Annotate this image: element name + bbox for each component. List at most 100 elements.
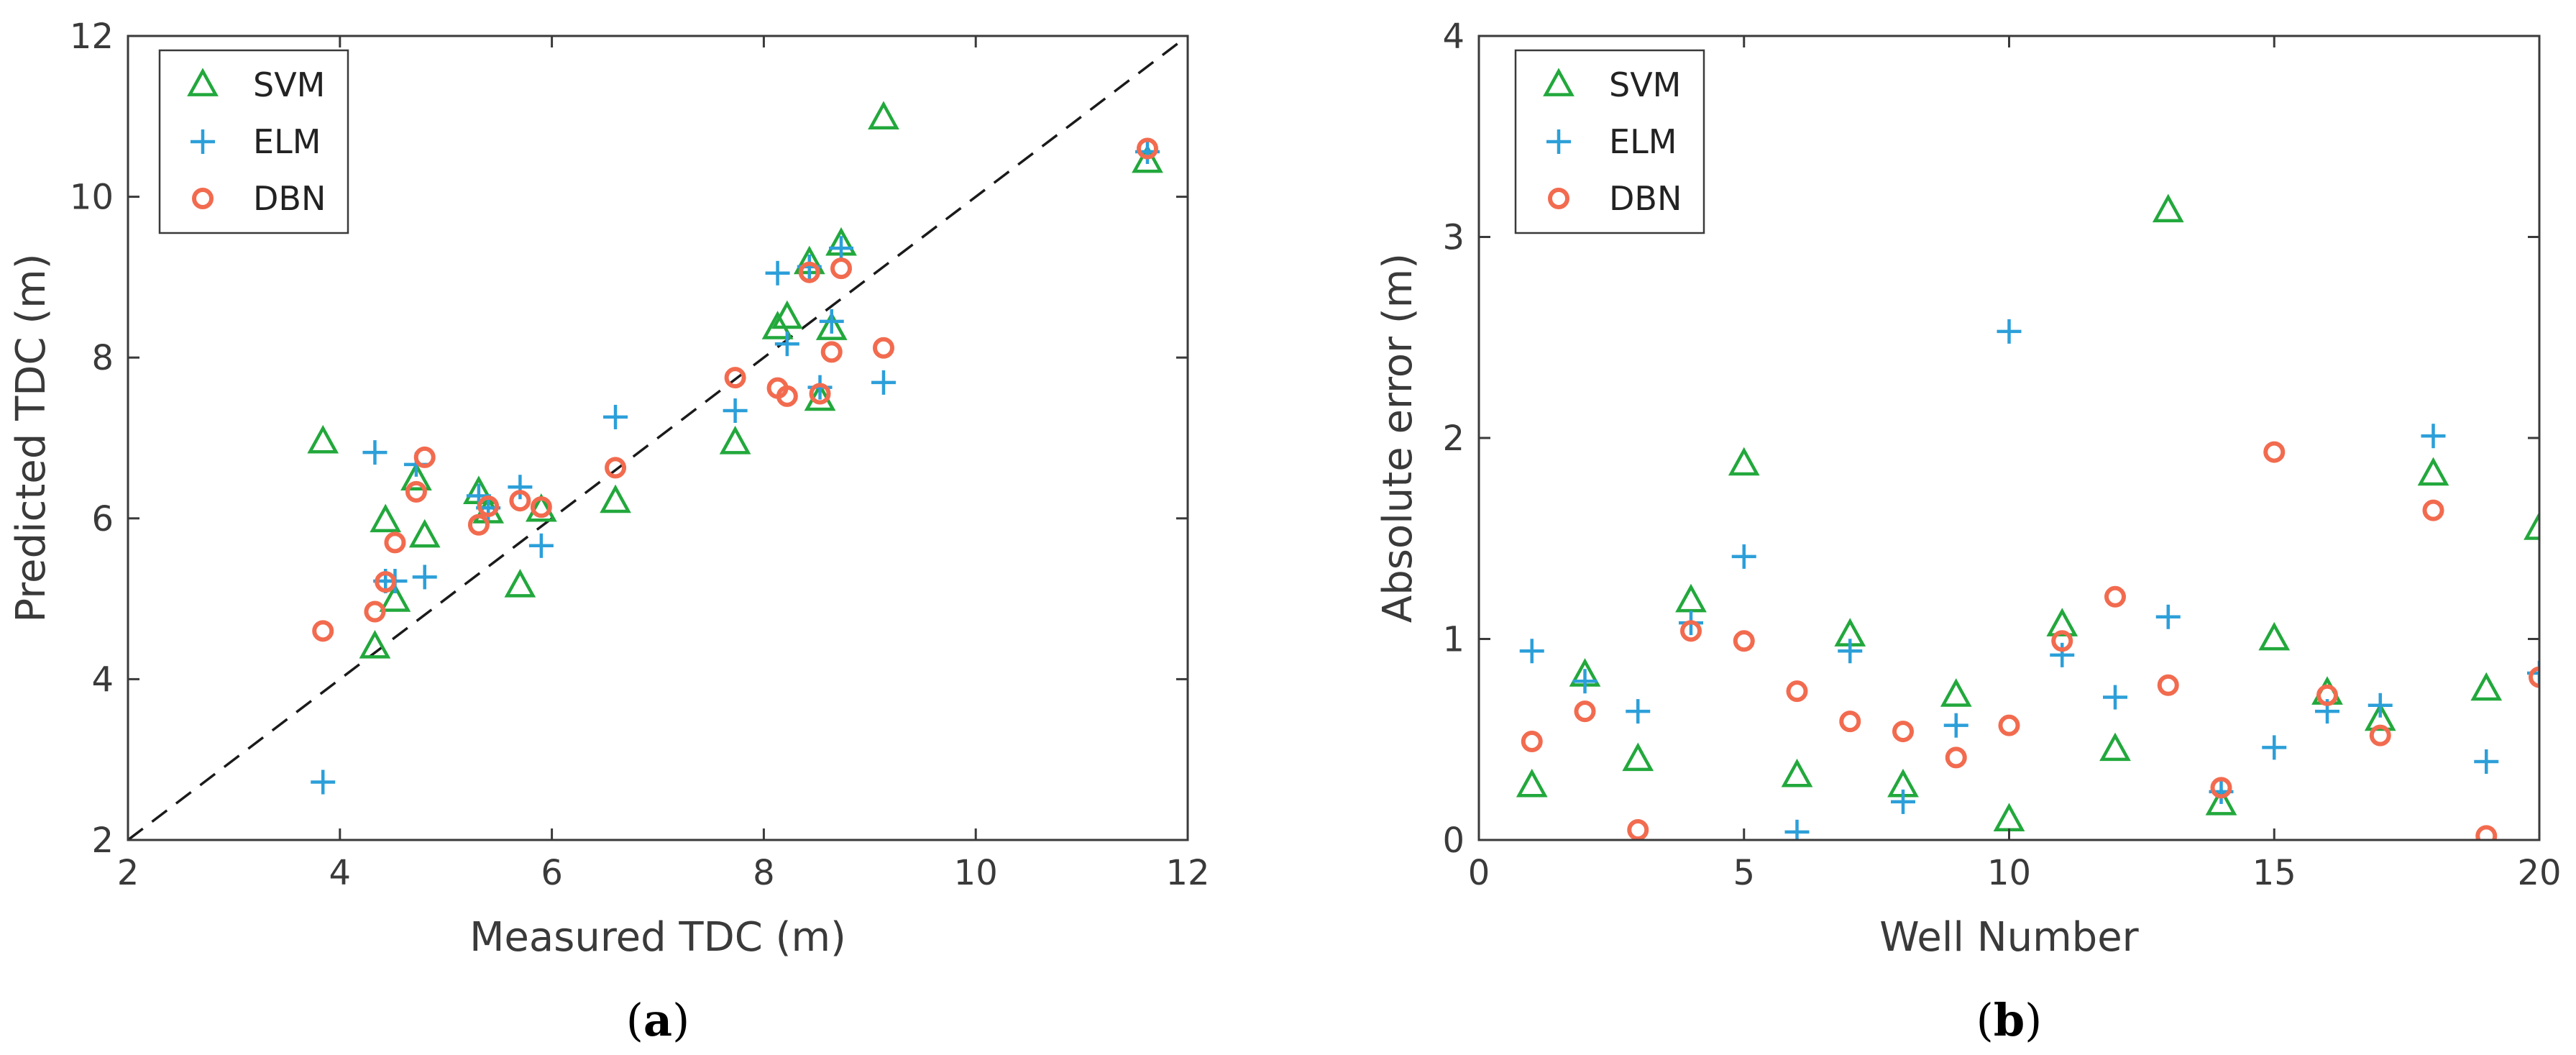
legend-marker-svm <box>187 68 219 96</box>
elm-point-15 <box>2262 735 2287 760</box>
x-tick-label: 0 <box>1468 853 1490 893</box>
elm-point-1 <box>311 769 336 795</box>
y-tick-label: 3 <box>1442 218 1465 258</box>
dbn-point-11 <box>2051 630 2073 652</box>
elm-point-11 <box>2050 642 2075 667</box>
dbn-point-14 <box>2210 777 2232 799</box>
svm-point-12 <box>719 426 751 455</box>
x-tick-label: 15 <box>2252 853 2296 893</box>
svm-point-6 <box>408 519 441 548</box>
x-axis-label: Well Number <box>1879 914 2139 961</box>
dbn-point-2 <box>364 600 386 623</box>
legend-marker-elm <box>1546 129 1571 154</box>
dbn-point-13 <box>2157 674 2179 696</box>
svm-point-4 <box>1675 583 1707 613</box>
axes-box <box>127 35 1189 841</box>
y-tick-label: 1 <box>1442 620 1465 660</box>
dbn-point-15 <box>798 261 820 283</box>
elm-point-2 <box>362 440 388 465</box>
dbn-point-2 <box>1574 700 1596 723</box>
svm-point-6 <box>1781 758 1813 787</box>
svm-point-10 <box>1993 803 2025 831</box>
x-tick-label: 12 <box>1165 853 1209 893</box>
legend-label-dbn: DBN <box>253 179 326 218</box>
dbn-point-12 <box>2104 585 2126 608</box>
svm-point-2 <box>359 630 391 659</box>
legend-label-elm: ELM <box>253 122 321 161</box>
dbn-point-8 <box>1892 721 1914 743</box>
panel-label: (a) <box>626 994 690 1046</box>
legend-label-elm: ELM <box>1609 122 1677 161</box>
dbn-point-5 <box>405 480 427 503</box>
svm-point-3 <box>370 503 402 533</box>
dbn-point-4 <box>384 531 406 554</box>
svm-point-5 <box>400 462 432 490</box>
y-tick-label: 4 <box>1442 17 1465 57</box>
svm-point-14 <box>2205 787 2237 816</box>
legend-label-svm: SVM <box>253 65 325 104</box>
svm-point-5 <box>1728 447 1760 476</box>
y-tick-label: 12 <box>70 17 114 57</box>
elm-point-1 <box>1519 639 1544 664</box>
elm-point-12 <box>2103 685 2127 710</box>
panel-label: (b) <box>1976 994 2043 1046</box>
y-tick-label: 0 <box>1442 821 1465 861</box>
elm-point-9 <box>1943 713 1968 738</box>
dbn-point-14 <box>776 385 798 407</box>
elm-point-2 <box>1572 669 1598 694</box>
y-tick-label: 10 <box>70 178 114 218</box>
dbn-point-18 <box>830 257 853 280</box>
svm-point-1 <box>1516 768 1548 798</box>
elm-point-8 <box>1891 789 1915 814</box>
dbn-point-19 <box>872 337 894 359</box>
elm-point-6 <box>412 565 437 590</box>
elm-point-17 <box>2368 693 2393 718</box>
elm-point-3 <box>1626 699 1651 724</box>
svm-point-17 <box>815 311 848 340</box>
x-tick-label: 6 <box>541 853 563 893</box>
panel-b-scatter-chart: 0 5 10 15 20 0 1 2 3 4 Well Number Absolute error (… <box>1375 17 2562 1046</box>
svm-point-3 <box>1622 742 1654 772</box>
dbn-point-3 <box>375 571 397 593</box>
svm-point-15 <box>2258 621 2291 651</box>
dbn-point-20 <box>1136 137 1158 160</box>
elm-point-6 <box>1784 819 1810 840</box>
dbn-point-18 <box>2422 499 2444 521</box>
dbn-point-1 <box>1521 731 1543 753</box>
elm-point-13 <box>765 260 790 286</box>
svm-point-19 <box>868 101 899 129</box>
svm-point-12 <box>2099 732 2131 762</box>
dbn-point-20 <box>2529 666 2539 688</box>
dbn-point-16 <box>2316 684 2338 706</box>
x-tick-label: 4 <box>329 853 352 893</box>
svm-point-20 <box>1132 144 1163 173</box>
y-tick-label: 6 <box>91 499 114 539</box>
svm-point-11 <box>2046 608 2078 636</box>
svm-point-9 <box>504 569 536 598</box>
elm-point-19 <box>871 370 896 395</box>
reference-line-y-equals-x <box>128 36 1188 840</box>
y-axis-label: Absolute error (m) <box>1375 253 1421 623</box>
dbn-point-4 <box>1680 620 1702 642</box>
legend-marker-dbn <box>192 188 214 209</box>
svm-point-1 <box>307 424 339 454</box>
y-tick-label: 2 <box>1442 419 1465 459</box>
legend: SVM ELM DBN <box>1514 49 1705 234</box>
dbn-point-5 <box>1733 630 1755 652</box>
elm-point-14 <box>774 332 799 357</box>
elm-point-10 <box>528 533 554 558</box>
dbn-point-16 <box>809 383 831 405</box>
svm-point-19 <box>2470 672 2503 701</box>
svm-point-20 <box>2524 511 2539 540</box>
y-tick-label: 8 <box>91 338 114 378</box>
elm-point-10 <box>1997 319 2022 344</box>
dbn-point-10 <box>1998 714 2020 736</box>
dbn-point-7 <box>467 513 490 536</box>
svm-point-9 <box>1940 678 1972 707</box>
dbn-point-15 <box>2263 441 2286 463</box>
dbn-point-1 <box>312 620 334 642</box>
legend-marker-svm <box>1543 68 1575 96</box>
legend: SVM ELM DBN <box>158 49 349 234</box>
